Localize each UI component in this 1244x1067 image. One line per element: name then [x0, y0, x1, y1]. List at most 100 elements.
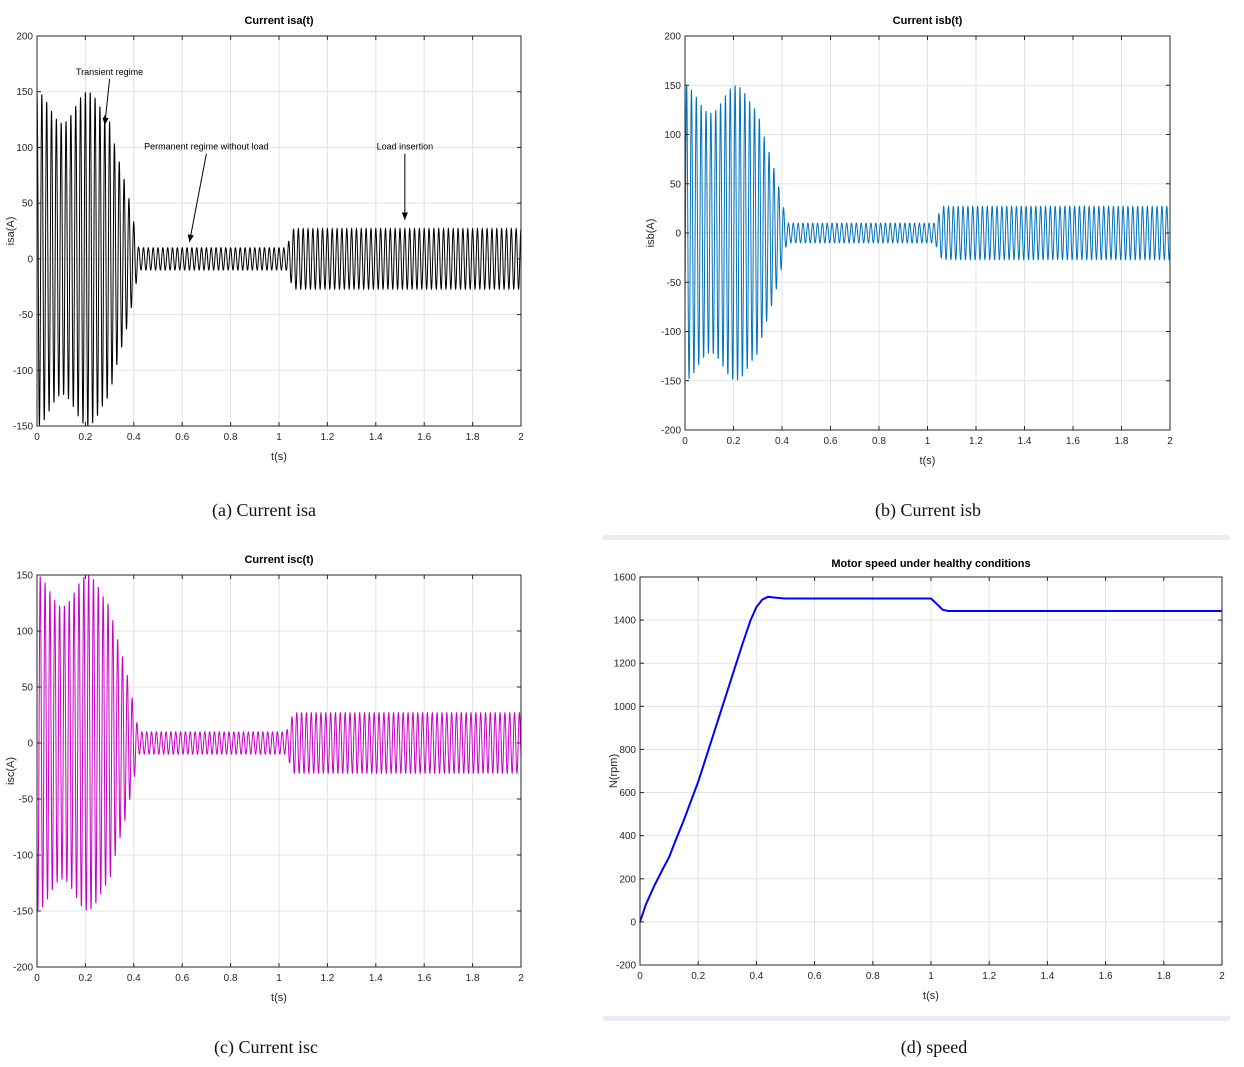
- y-axis-label: isb(A): [645, 219, 657, 248]
- separator-top: [603, 535, 1230, 540]
- x-tick-label: 1.8: [1157, 971, 1171, 982]
- x-tick-label: 1.4: [369, 432, 383, 443]
- x-tick-label: 0.2: [727, 436, 741, 447]
- y-tick-label: 50: [670, 179, 682, 190]
- x-tick-label: 1.2: [969, 436, 983, 447]
- y-tick-label: -50: [667, 278, 682, 289]
- y-axis-label: N(rpm): [608, 754, 620, 788]
- y-tick-label: 150: [16, 87, 33, 98]
- series-line: [639, 595, 1222, 923]
- chart-isb: 0 0.2 0.4 0.6 0.8 1 1.2 1.4 1.6 1.8 2 -200 -150 -100 -…: [645, 15, 1173, 467]
- chart-speed: 0 0.2 0.4 0.6 0.8 1 1.2 1.4 1.6 1.8 2-200020040060…: [608, 558, 1225, 1002]
- chart-isc: 0 0.2 0.4 0.6 0.8 1 1.2 1.4 1.6 1.8 2 -200 -150 -100 -…: [5, 554, 524, 1004]
- y-tick-label: 100: [16, 627, 33, 638]
- x-axis-label: t(s): [271, 451, 287, 463]
- x-axis-label: t(s): [920, 455, 936, 467]
- y-tick-label: -50: [19, 795, 34, 806]
- x-tick-label: 0: [34, 432, 40, 443]
- y-tick-label: 1400: [614, 616, 637, 627]
- y-tick-label: 1200: [614, 659, 637, 670]
- annotation-label: Transient regime: [76, 67, 143, 77]
- x-tick-label: 1.6: [417, 432, 431, 443]
- chart-title: Current isa(t): [244, 15, 313, 27]
- y-tick-label: -100: [661, 327, 681, 338]
- x-tick-label: 0.8: [224, 973, 238, 984]
- annotation-label: Load insertion: [377, 142, 434, 152]
- x-tick-label: 0.6: [808, 971, 822, 982]
- y-tick-label: -50: [19, 310, 34, 321]
- series-line: [684, 85, 1171, 381]
- y-tick-label: -200: [616, 961, 636, 972]
- x-tick-label: 0: [637, 971, 643, 982]
- y-tick-label: -150: [661, 376, 681, 387]
- y-axis-label: isa(A): [5, 217, 17, 246]
- x-tick-label: 0.4: [749, 971, 763, 982]
- caption-speed: (d) speed: [900, 1037, 968, 1057]
- chart-title: Current isb(t): [893, 15, 963, 27]
- chart-title: Current isc(t): [244, 554, 313, 566]
- x-tick-label: 0.6: [824, 436, 838, 447]
- series-line: [36, 91, 522, 427]
- chart-panel-isc: 0 0.2 0.4 0.6 0.8 1 1.2 1.4 1.6 1.8 2 -200 -150 -100 -…: [0, 540, 540, 1030]
- x-tick-label: 1.2: [320, 973, 334, 984]
- x-tick-label: 2: [1167, 436, 1173, 447]
- x-tick-label: 1.6: [417, 973, 431, 984]
- chart-title: Motor speed under healthy conditions: [831, 558, 1030, 570]
- x-tick-label: 1.6: [1099, 971, 1113, 982]
- x-tick-label: 0.4: [127, 432, 141, 443]
- caption-isc: (c) Current isc: [214, 1037, 318, 1057]
- y-tick-label: -200: [661, 426, 681, 437]
- y-tick-label: -150: [13, 907, 33, 918]
- x-tick-label: 2: [1219, 971, 1225, 982]
- y-tick-label: 1000: [614, 702, 637, 713]
- annotation-arrow: [188, 153, 207, 243]
- x-tick-label: 0.6: [175, 973, 189, 984]
- x-tick-label: 1.4: [1040, 971, 1054, 982]
- annotation-arrow: [104, 78, 111, 126]
- y-tick-label: 150: [16, 571, 33, 582]
- x-tick-label: 0.4: [775, 436, 789, 447]
- x-tick-label: 0.6: [175, 432, 189, 443]
- annotation-arrowhead: [187, 234, 194, 243]
- x-axis-label: t(s): [923, 990, 939, 1002]
- x-tick-label: 0.8: [224, 432, 238, 443]
- chart-isa: 0 0.2 0.4 0.6 0.8 1 1.2 1.4 1.6 1.8 2 -150 -100 -50 0 5…: [5, 15, 524, 463]
- x-tick-label: 1.4: [1018, 436, 1032, 447]
- y-tick-label: 1600: [614, 573, 637, 584]
- caption-isb: (b) Current isb: [875, 500, 981, 520]
- x-tick-label: 0.4: [127, 973, 141, 984]
- x-tick-label: 1: [925, 436, 931, 447]
- x-axis-label: t(s): [271, 992, 287, 1004]
- y-tick-label: 0: [675, 229, 681, 240]
- y-tick-label: 600: [619, 788, 636, 799]
- annotation-arrowhead: [102, 117, 109, 126]
- y-tick-label: 50: [22, 683, 34, 694]
- annotation-arrowhead: [401, 212, 408, 220]
- series-line: [36, 575, 522, 911]
- y-axis-label: isc(A): [5, 757, 17, 785]
- y-tick-label: 50: [22, 199, 34, 210]
- chart-panel-isb: 0 0.2 0.4 0.6 0.8 1 1.2 1.4 1.6 1.8 2 -200 -150 -100 -…: [640, 0, 1190, 490]
- chart-panel-isa: 0 0.2 0.4 0.6 0.8 1 1.2 1.4 1.6 1.8 2 -150 -100 -50 0 5…: [0, 0, 540, 490]
- x-tick-label: 0.8: [872, 436, 886, 447]
- x-tick-label: 1.2: [982, 971, 996, 982]
- x-tick-label: 0.2: [691, 971, 705, 982]
- y-tick-label: -200: [13, 963, 33, 974]
- chart-panel-speed: 0 0.2 0.4 0.6 0.8 1 1.2 1.4 1.6 1.8 2 -200 0 200 400 60…: [603, 545, 1230, 1015]
- y-tick-label: 0: [27, 739, 33, 750]
- y-tick-label: -150: [13, 422, 33, 433]
- y-tick-label: 0: [630, 917, 636, 928]
- y-tick-label: 400: [619, 831, 636, 842]
- y-tick-label: 100: [664, 130, 681, 141]
- x-tick-label: 2: [518, 973, 524, 984]
- y-tick-label: 100: [16, 143, 33, 154]
- x-tick-label: 2: [518, 432, 524, 443]
- y-tick-label: 200: [664, 32, 681, 43]
- y-tick-label: 200: [16, 32, 33, 43]
- y-tick-label: 200: [619, 874, 636, 885]
- x-tick-label: 1.2: [320, 432, 334, 443]
- x-tick-label: 0: [682, 436, 688, 447]
- x-tick-label: 1.6: [1066, 436, 1080, 447]
- y-tick-label: 0: [27, 254, 33, 265]
- y-tick-label: -100: [13, 851, 33, 862]
